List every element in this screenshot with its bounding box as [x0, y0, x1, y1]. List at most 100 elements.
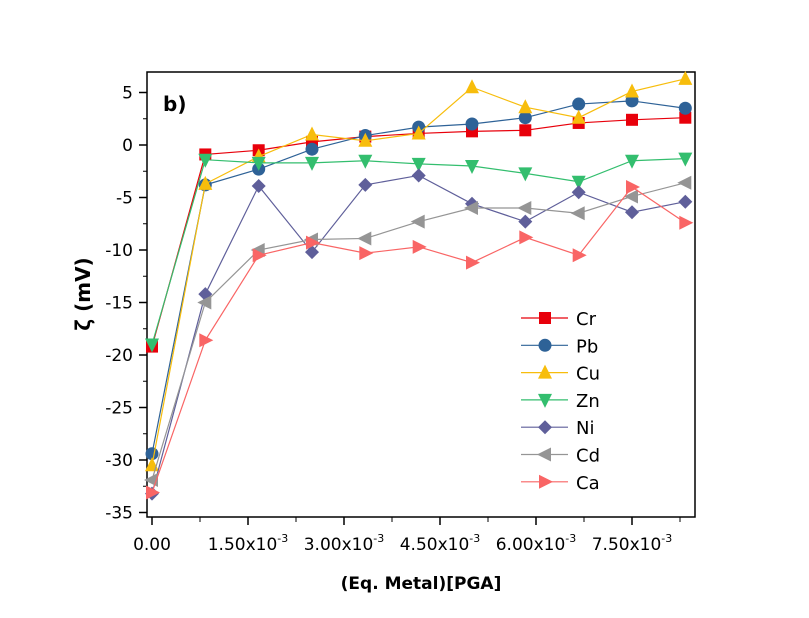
y-axis-label: ζ (mV) [71, 257, 95, 330]
legend-marker [537, 447, 551, 462]
series-ca [146, 180, 694, 500]
series-line-cr [151, 117, 686, 347]
data-point-cd [570, 206, 585, 221]
data-point-pb [572, 97, 586, 111]
data-point-ca [412, 239, 427, 254]
data-point-cr [626, 113, 638, 126]
data-point-zn [465, 160, 479, 174]
y-tick-label: 0 [122, 136, 133, 156]
data-point-pb [465, 117, 479, 131]
data-point-cd [357, 231, 372, 246]
series-line-ca [151, 186, 686, 493]
legend-item-pb: Pb [521, 336, 598, 357]
data-point-zn [145, 338, 159, 353]
data-point-ni [678, 194, 693, 209]
data-point-ca [679, 215, 694, 230]
series-ni [145, 168, 693, 501]
data-point-ni [571, 185, 586, 200]
data-point-zn [625, 154, 639, 169]
data-point-pb [625, 94, 639, 108]
data-point-ca [146, 485, 160, 500]
data-point-cu [518, 99, 533, 114]
data-point-cr [679, 111, 692, 124]
legend-marker [539, 312, 551, 324]
x-tick-label: 7.50x10-3 [592, 532, 673, 555]
x-tick-label: 0.00 [133, 535, 171, 555]
data-point-ca [466, 255, 480, 270]
x-tick-label: 3.00x10-3 [304, 532, 385, 555]
y-tick-label: -5 [116, 189, 133, 209]
data-point-cu [465, 79, 479, 94]
legend-label: Cu [576, 364, 600, 385]
data-point-zn [198, 153, 213, 168]
legend-item-zn: Zn [521, 391, 600, 412]
data-point-cu [678, 70, 693, 85]
data-point-ca [306, 235, 320, 250]
data-point-cu [571, 109, 586, 124]
data-point-ca [199, 333, 214, 348]
series-cd [144, 175, 692, 487]
legend-marker [538, 364, 552, 379]
data-point-ni [625, 205, 639, 220]
data-point-cd [464, 201, 478, 215]
data-point-zn [305, 156, 319, 171]
legend-item-cr: Cr [521, 309, 597, 330]
data-point-cu [358, 132, 373, 147]
data-point-cd [144, 472, 158, 487]
data-point-pb [305, 142, 319, 156]
data-point-ca [359, 246, 374, 261]
data-point-ca [519, 230, 534, 245]
legend-label: Pb [576, 336, 598, 357]
data-point-ca [252, 248, 267, 263]
data-point-cd [410, 214, 425, 229]
series-pb [145, 94, 692, 461]
legend-label: Ca [576, 473, 600, 494]
data-point-cr [519, 124, 532, 137]
data-point-zn [571, 175, 586, 190]
series-line-cd [151, 182, 686, 481]
y-tick-label: -15 [105, 294, 133, 314]
data-point-zn [411, 157, 426, 172]
data-point-cu [625, 83, 639, 98]
legend-marker [538, 338, 552, 352]
series-cr [146, 111, 692, 353]
data-point-ca [572, 248, 587, 263]
y-tick-label: -10 [105, 241, 133, 261]
y-tick-label: -35 [105, 504, 133, 524]
series-zn [145, 152, 693, 353]
legend-item-ni: Ni [521, 418, 594, 439]
legend-marker [538, 393, 552, 408]
legend-item-cu: Cu [521, 364, 600, 385]
legend-marker [539, 474, 553, 489]
data-point-zn [251, 156, 266, 171]
series-line-pb [151, 100, 686, 454]
data-point-ca [626, 180, 640, 194]
series-line-zn [151, 158, 686, 345]
data-point-pb [518, 111, 532, 125]
legend-label: Cd [576, 446, 600, 467]
plot-frame [146, 71, 696, 518]
panel-label: b) [163, 92, 186, 116]
legend-label: Cr [576, 309, 597, 330]
data-point-cu [198, 175, 213, 190]
legend-marker [538, 420, 552, 435]
y-tick-label: -30 [105, 451, 133, 471]
data-point-cd [624, 189, 638, 204]
data-point-cu [305, 126, 319, 141]
legend-label: Ni [576, 418, 594, 439]
y-tick-label: 5 [122, 84, 133, 104]
legend-item-ca: Ca [521, 473, 600, 494]
data-point-cd [677, 175, 692, 190]
y-tick-label: -25 [105, 399, 133, 419]
x-tick-label: 6.00x10-3 [496, 532, 577, 555]
data-point-cd [197, 295, 212, 310]
data-point-ni [305, 245, 319, 260]
data-point-cd [517, 201, 532, 215]
data-point-ni [411, 168, 426, 183]
legend-item-cd: Cd [521, 446, 600, 467]
x-axis-label: (Eq. Metal)[PGA] [341, 574, 502, 594]
data-point-ni [358, 177, 373, 192]
x-tick-label: 1.50x10-3 [208, 532, 289, 555]
